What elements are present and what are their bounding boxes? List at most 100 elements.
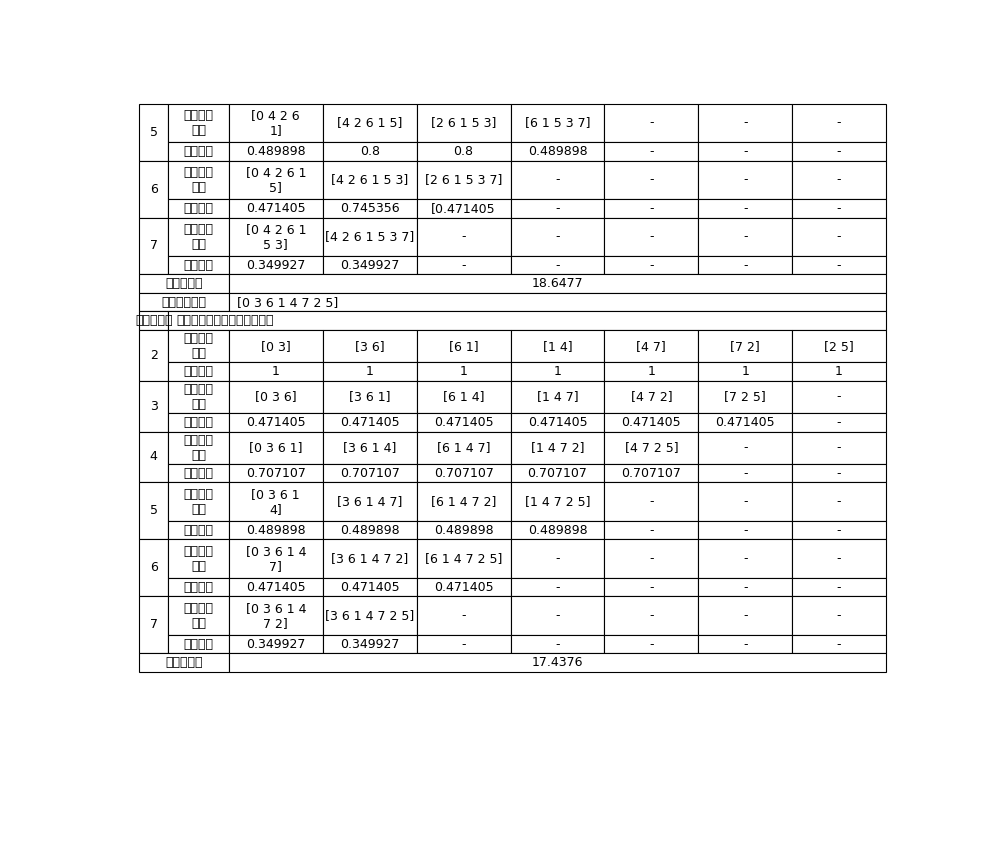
Text: -: -: [743, 258, 747, 272]
Bar: [698, 635, 792, 654]
Bar: [139, 275, 229, 293]
Bar: [792, 413, 886, 432]
Text: 6: 6: [150, 183, 158, 196]
Bar: [792, 330, 886, 362]
Bar: [229, 293, 886, 311]
Text: -: -: [837, 496, 841, 508]
Bar: [229, 635, 323, 654]
Bar: [323, 330, 417, 362]
Text: [6 1 4]: [6 1 4]: [443, 390, 484, 404]
Text: 7: 7: [150, 618, 158, 632]
Text: [3 6 1 4 7 2]: [3 6 1 4 7 2]: [331, 552, 408, 565]
Bar: [323, 381, 417, 413]
Text: 时隙分配
组合: 时隙分配 组合: [184, 602, 214, 630]
Text: [0 3 6 1 4
7 2]: [0 3 6 1 4 7 2]: [246, 602, 306, 630]
Bar: [698, 142, 792, 161]
Bar: [604, 413, 698, 432]
Text: -: -: [743, 638, 747, 650]
Text: 均方误差: 均方误差: [184, 581, 214, 593]
Bar: [698, 256, 792, 275]
Bar: [792, 521, 886, 540]
Text: -: -: [461, 258, 466, 272]
Bar: [698, 540, 792, 578]
Text: -: -: [743, 552, 747, 565]
Bar: [229, 256, 323, 275]
Bar: [604, 142, 698, 161]
Text: 3: 3: [150, 400, 158, 412]
Bar: [698, 218, 792, 256]
Text: 1: 1: [835, 365, 843, 378]
Bar: [417, 161, 511, 199]
Text: 0.8: 0.8: [454, 144, 474, 158]
Text: 0.8: 0.8: [360, 144, 380, 158]
Text: [0 3 6 1
4]: [0 3 6 1 4]: [251, 488, 300, 516]
Text: 时隙分配
组合: 时隙分配 组合: [184, 332, 214, 360]
Bar: [417, 362, 511, 381]
Text: -: -: [743, 144, 747, 158]
Bar: [168, 540, 229, 578]
Bar: [792, 218, 886, 256]
Text: -: -: [555, 230, 560, 243]
Bar: [229, 381, 323, 413]
Text: -: -: [837, 173, 841, 186]
Bar: [698, 464, 792, 483]
Bar: [229, 161, 323, 199]
Bar: [792, 199, 886, 218]
Text: -: -: [743, 496, 747, 508]
Text: 17.4376: 17.4376: [532, 656, 583, 669]
Bar: [323, 362, 417, 381]
Text: -: -: [743, 201, 747, 215]
Text: -: -: [649, 173, 654, 186]
Text: 0.471405: 0.471405: [246, 201, 306, 215]
Text: -: -: [837, 581, 841, 593]
Bar: [229, 464, 323, 483]
Bar: [604, 362, 698, 381]
Text: -: -: [555, 258, 560, 272]
Text: 0.707107: 0.707107: [340, 467, 400, 479]
Text: -: -: [649, 230, 654, 243]
Text: 0.707107: 0.707107: [528, 467, 587, 479]
Text: 均方误差: 均方误差: [184, 144, 214, 158]
Text: 均方误差: 均方误差: [184, 201, 214, 215]
Text: -: -: [649, 116, 654, 129]
Text: [4 2 6 1 5]: [4 2 6 1 5]: [337, 116, 402, 129]
Bar: [168, 218, 229, 256]
Text: -: -: [649, 581, 654, 593]
Bar: [168, 597, 229, 635]
Text: 0.489898: 0.489898: [528, 144, 587, 158]
Text: 0.349927: 0.349927: [246, 258, 305, 272]
Text: 0.489898: 0.489898: [246, 144, 306, 158]
Text: 0.489898: 0.489898: [246, 524, 306, 536]
Text: [1 4 7]: [1 4 7]: [537, 390, 578, 404]
Bar: [511, 578, 604, 597]
Bar: [323, 104, 417, 142]
Text: -: -: [837, 441, 841, 454]
Bar: [604, 104, 698, 142]
Bar: [139, 218, 168, 275]
Bar: [168, 381, 229, 413]
Bar: [698, 330, 792, 362]
Bar: [698, 597, 792, 635]
Text: 1: 1: [366, 365, 374, 378]
Text: -: -: [743, 524, 747, 536]
Text: 0.745356: 0.745356: [340, 201, 399, 215]
Bar: [792, 540, 886, 578]
Bar: [323, 483, 417, 521]
Bar: [511, 432, 604, 464]
Bar: [139, 293, 229, 311]
Text: -: -: [649, 638, 654, 650]
Text: 1: 1: [272, 365, 280, 378]
Bar: [417, 432, 511, 464]
Bar: [604, 432, 698, 464]
Bar: [323, 161, 417, 199]
Bar: [604, 521, 698, 540]
Bar: [168, 256, 229, 275]
Bar: [229, 142, 323, 161]
Bar: [229, 330, 323, 362]
Bar: [511, 464, 604, 483]
Bar: [139, 311, 168, 330]
Text: -: -: [743, 441, 747, 454]
Text: -: -: [743, 173, 747, 186]
Bar: [139, 161, 168, 218]
Text: [2 6 1 5 3]: [2 6 1 5 3]: [431, 116, 496, 129]
